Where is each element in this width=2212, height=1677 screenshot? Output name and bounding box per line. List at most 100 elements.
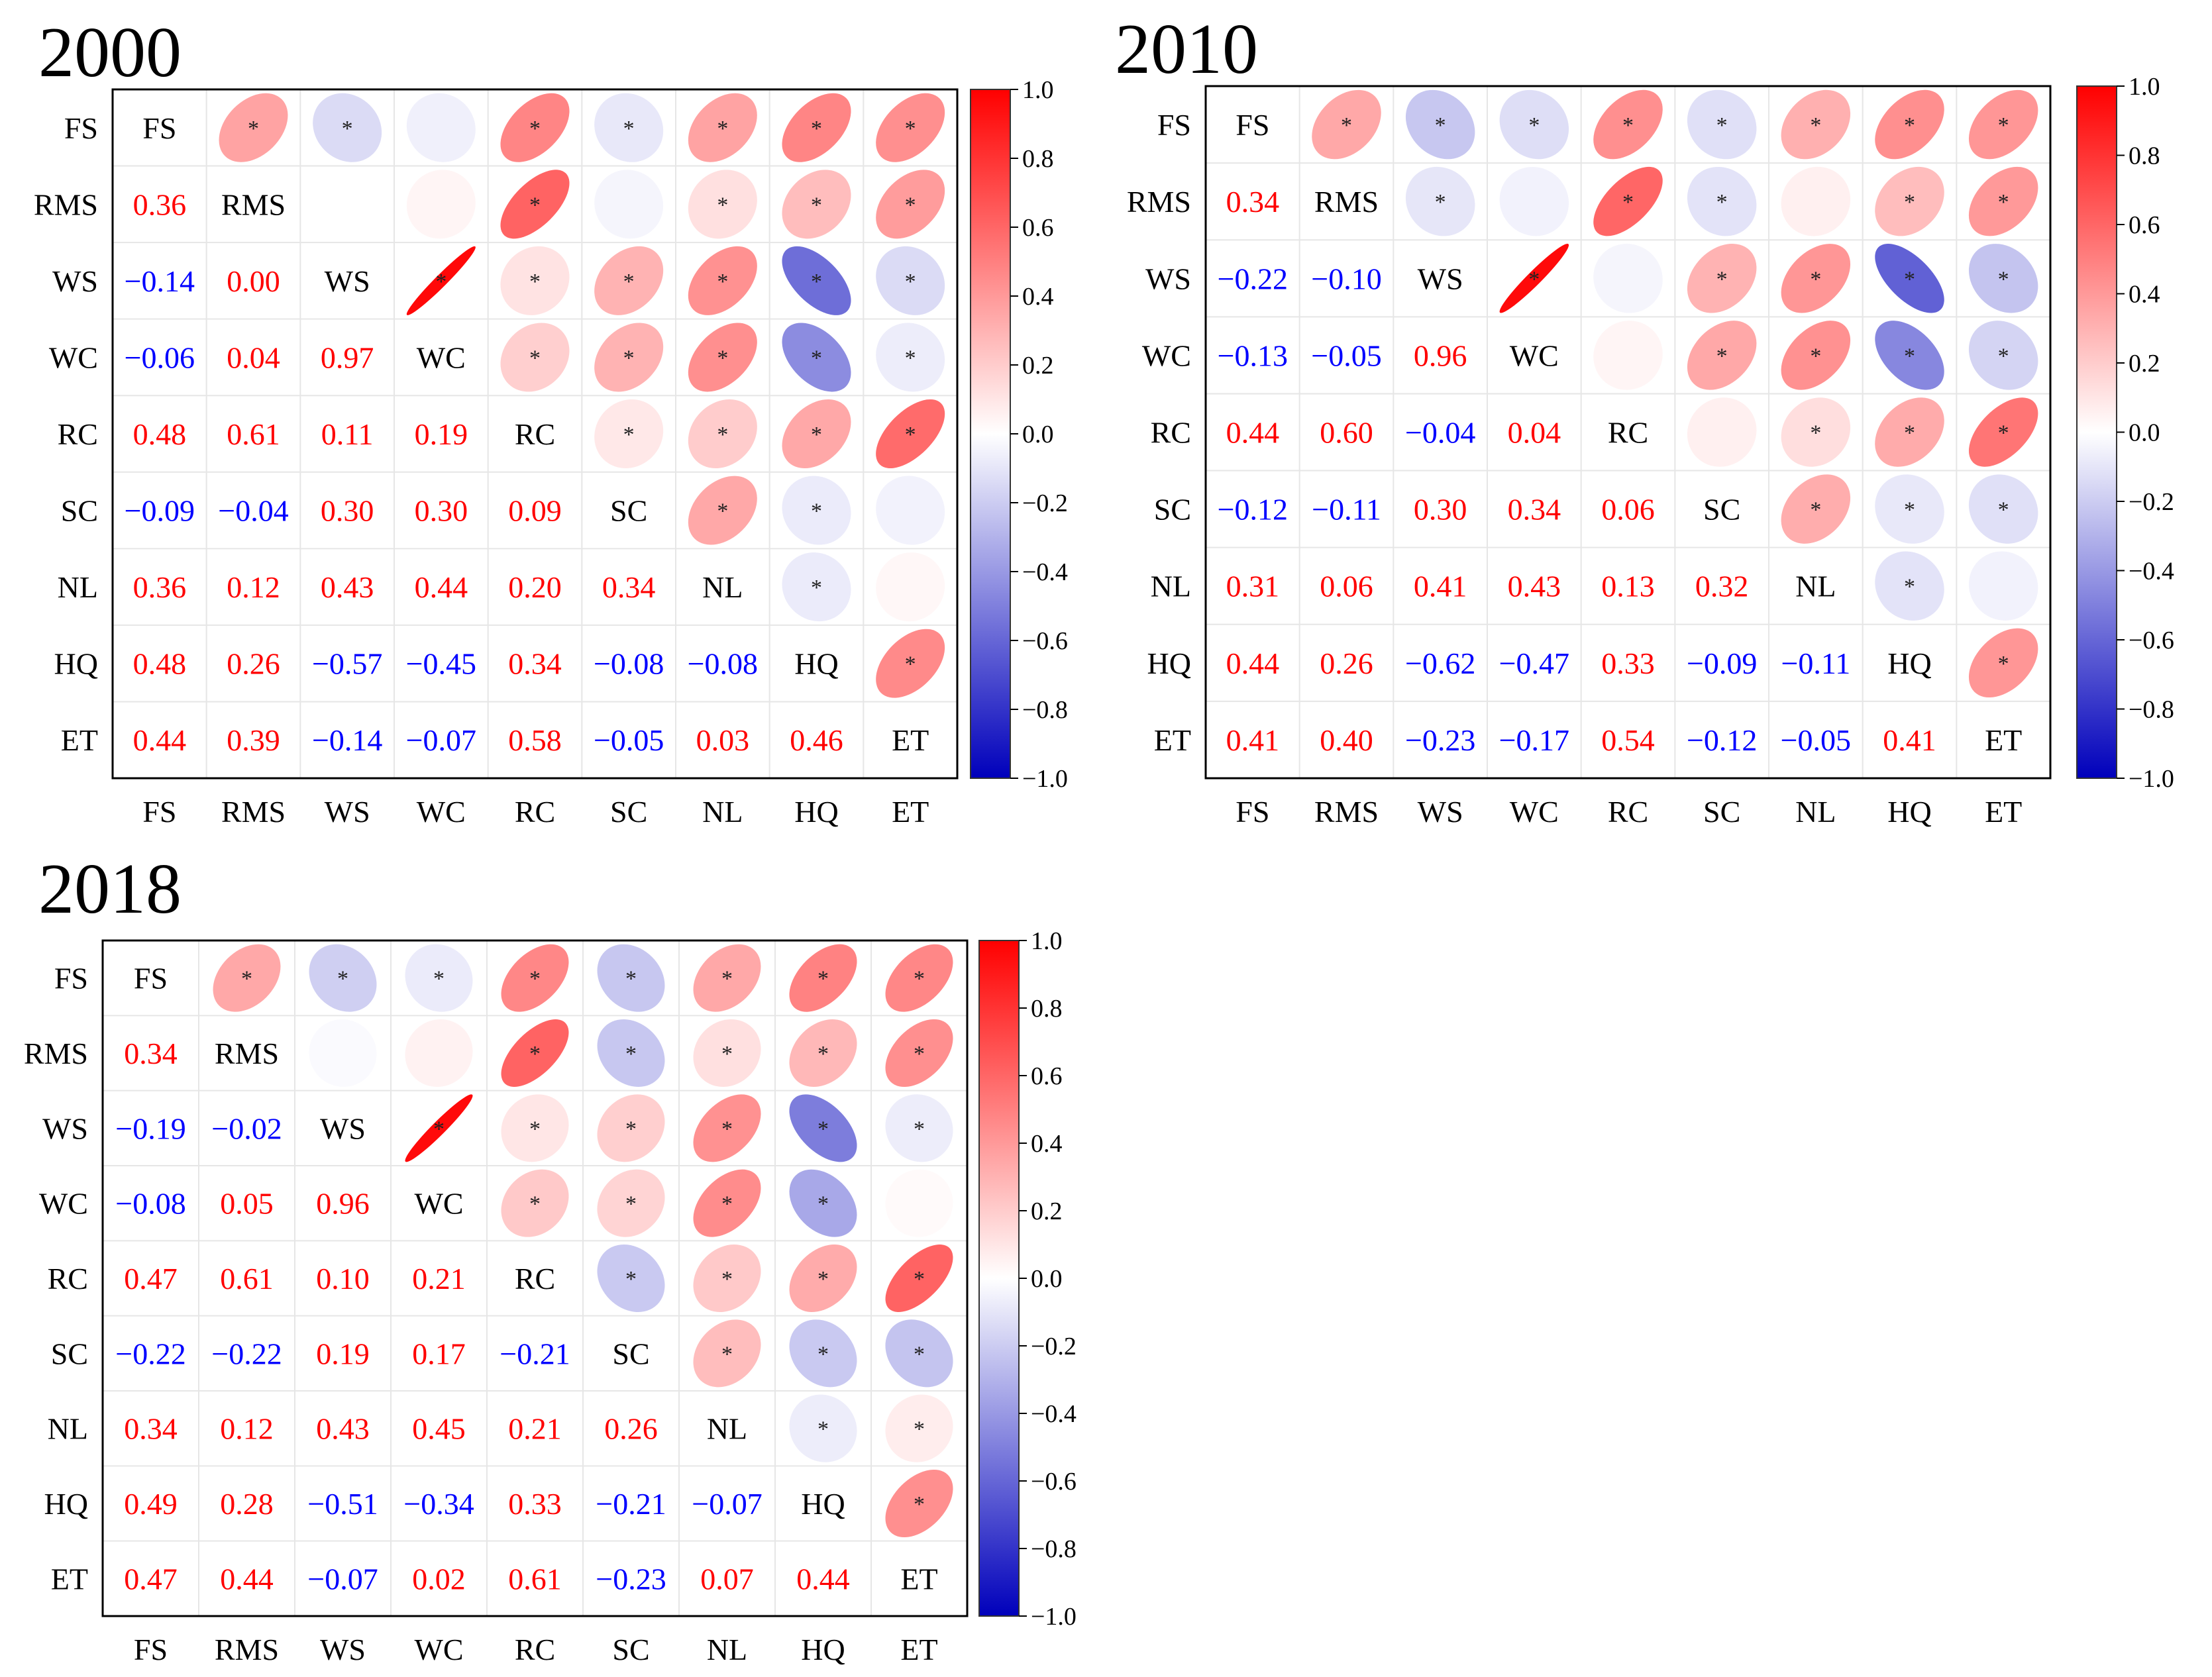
significance-star: *: [1435, 113, 1446, 138]
correlation-value: −0.17: [1499, 723, 1569, 757]
correlation-value: 0.19: [415, 417, 468, 451]
significance-star: *: [529, 193, 541, 217]
significance-star: *: [811, 270, 822, 294]
correlation-ellipse: [1687, 397, 1757, 467]
correlation-ellipse: [213, 944, 281, 1012]
y-tick-label: RMS: [34, 187, 98, 221]
colorbar-tick-label: −1.0: [2129, 765, 2174, 793]
correlation-ellipse: [1593, 89, 1663, 160]
correlation-value: −0.05: [594, 723, 664, 757]
significance-star: *: [721, 1042, 733, 1066]
y-tick-label: WC: [39, 1187, 88, 1221]
correlation-ellipse: [688, 246, 757, 315]
significance-star: *: [1904, 498, 1915, 523]
correlation-ellipse: [406, 170, 476, 239]
significance-star: *: [433, 967, 445, 991]
correlation-ellipse: [500, 170, 570, 239]
correlation-ellipse: [405, 1094, 473, 1162]
correlation-ellipse: [1781, 321, 1851, 390]
correlation-ellipse: [789, 1245, 857, 1312]
significance-star: *: [905, 423, 916, 447]
significance-star: *: [721, 1342, 733, 1366]
correlation-ellipse: [782, 476, 851, 545]
correlation-value: 0.17: [412, 1337, 466, 1370]
significance-star: *: [817, 1192, 829, 1217]
correlation-value: 0.21: [508, 1412, 562, 1446]
correlation-ellipse: [1875, 551, 1944, 621]
correlation-ellipse: [1687, 321, 1757, 390]
correlation-ellipse: [1687, 89, 1757, 160]
correlation-ellipse: [1687, 166, 1757, 236]
significance-star: *: [1998, 267, 2009, 291]
correlation-ellipse: [1405, 89, 1475, 160]
diagonal-label: WC: [414, 1187, 463, 1221]
significance-star: *: [1622, 190, 1634, 215]
correlation-ellipse: [594, 246, 664, 315]
significance-star: *: [817, 1117, 829, 1141]
significance-star: *: [1810, 498, 1821, 523]
correlation-ellipse: [1499, 89, 1569, 160]
significance-star: *: [717, 193, 728, 217]
correlation-ellipse: [1875, 474, 1944, 544]
significance-star: *: [529, 967, 541, 991]
y-tick-label: WS: [52, 264, 98, 298]
x-tick-label: RC: [515, 1633, 555, 1666]
colorbar-tick-label: 1.0: [2129, 73, 2160, 101]
correlation-panel-2010: 2010 FS * * * * * * * * 0.34 RMS * * * * * −0.22 −0.10 WS * *…: [1115, 10, 2174, 829]
correlation-value: 0.19: [316, 1337, 370, 1370]
significance-star: *: [1716, 267, 1728, 291]
significance-star: *: [1998, 421, 2009, 446]
y-tick-label: NL: [58, 570, 98, 604]
significance-star: *: [817, 1267, 829, 1292]
x-tick-label: NL: [707, 1633, 747, 1666]
significance-star: *: [817, 1417, 829, 1442]
significance-star: *: [914, 1492, 925, 1517]
correlation-value: 0.39: [227, 723, 280, 757]
correlation-value: 0.41: [1883, 723, 1936, 757]
correlation-value: 0.58: [508, 723, 562, 757]
diagonal-label: WS: [1418, 262, 1463, 295]
correlation-ellipse: [501, 1019, 569, 1087]
correlation-ellipse: [501, 944, 569, 1012]
x-tick-label: ET: [900, 1633, 937, 1666]
y-tick-label: ET: [1154, 723, 1191, 757]
correlation-ellipse: [876, 93, 945, 162]
correlation-ellipse: [309, 1019, 377, 1088]
correlation-value: 0.44: [133, 723, 187, 757]
correlation-ellipse: [876, 476, 945, 545]
y-tick-label: FS: [1157, 108, 1191, 142]
significance-star: *: [717, 270, 728, 294]
significance-star: *: [623, 117, 635, 141]
correlation-value: 0.97: [321, 340, 374, 374]
y-tick-label: ET: [61, 723, 98, 757]
correlation-value: 0.43: [321, 570, 374, 604]
correlation-ellipse: [688, 170, 757, 239]
correlation-value: 0.12: [220, 1412, 274, 1446]
x-tick-label: NL: [702, 795, 743, 829]
correlation-value: 0.32: [1695, 570, 1749, 603]
correlation-value: 0.60: [1320, 416, 1373, 450]
diagonal-label: FS: [1236, 108, 1269, 142]
correlation-ellipse: [876, 552, 945, 622]
correlation-value: 0.47: [124, 1562, 178, 1596]
colorbar-tick-label: 0.2: [1022, 352, 1054, 380]
diagonal-label: RMS: [215, 1037, 279, 1070]
y-tick-label: ET: [51, 1562, 88, 1596]
diagonal-label: HQ: [801, 1487, 845, 1521]
significance-star: *: [529, 346, 541, 370]
significance-star: *: [1810, 421, 1821, 446]
y-tick-label: NL: [1151, 570, 1191, 603]
correlation-value: −0.45: [406, 647, 476, 681]
correlation-value: 0.30: [1414, 493, 1467, 527]
correlation-ellipse: [782, 323, 851, 392]
x-tick-label: NL: [1795, 795, 1836, 829]
correlation-ellipse: [885, 1094, 953, 1162]
colorbar-tick-label: 0.6: [1022, 214, 1054, 242]
correlation-ellipse: [693, 1169, 761, 1237]
correlation-value: 0.41: [1226, 723, 1280, 757]
correlation-ellipse: [594, 170, 664, 239]
correlation-value: −0.22: [211, 1337, 282, 1370]
x-tick-label: RMS: [221, 795, 286, 829]
correlation-value: 0.44: [1226, 646, 1280, 680]
significance-star: *: [1998, 498, 2009, 523]
